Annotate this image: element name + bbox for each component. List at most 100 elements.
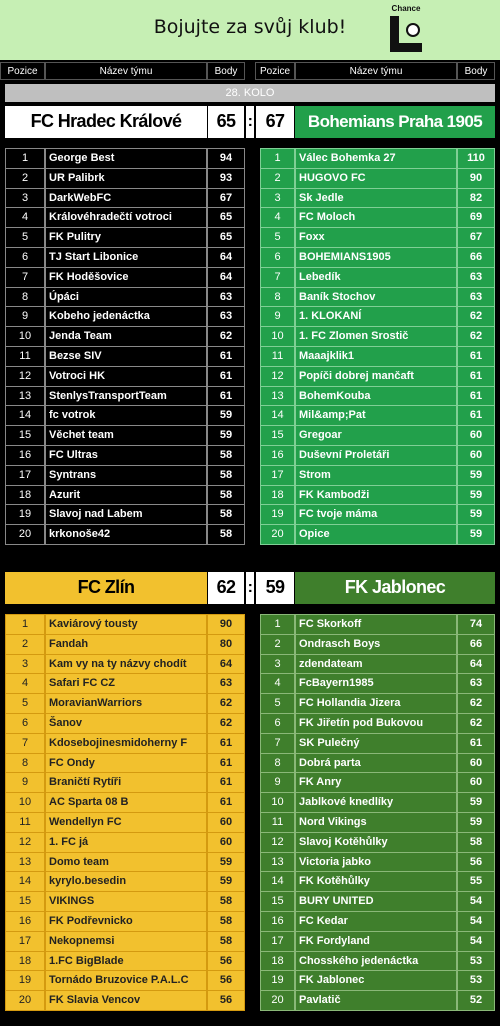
away-score: 67 [256, 106, 294, 138]
row-position: 9 [5, 306, 45, 328]
row-position: 1 [260, 148, 295, 169]
row-position: 5 [5, 227, 45, 248]
away-score: 59 [256, 572, 294, 604]
row-team-name: Tornádo Bruzovice P.A.L.C [45, 970, 207, 992]
row-points: 62 [457, 326, 495, 347]
row-position: 12 [5, 831, 45, 853]
logo-mark [390, 16, 422, 52]
row-points: 59 [457, 464, 495, 486]
row-points: 90 [207, 614, 245, 635]
row-position: 14 [5, 871, 45, 893]
row-points: 58 [207, 930, 245, 952]
row-team-name: Azurit [45, 484, 207, 506]
row-position: 12 [5, 365, 45, 387]
row-team-name: FK Slavia Vencov [45, 990, 207, 1011]
row-position: 19 [260, 504, 295, 526]
row-team-name: Sk Jedle [295, 187, 457, 209]
row-points: 59 [457, 504, 495, 526]
row-position: 3 [5, 187, 45, 209]
row-team-name: Jablkové knedlíky [295, 792, 457, 813]
row-points: 54 [457, 930, 495, 952]
row-points: 59 [457, 792, 495, 813]
row-points: 58 [207, 891, 245, 912]
row-points: 61 [207, 792, 245, 813]
row-team-name: 1. FC já [45, 831, 207, 853]
row-position: 11 [260, 346, 295, 367]
row-position: 16 [5, 911, 45, 932]
row-position: 6 [5, 247, 45, 268]
row-position: 6 [260, 247, 295, 268]
row-position: 18 [260, 950, 295, 972]
row-points: 62 [457, 693, 495, 714]
row-position: 1 [5, 148, 45, 169]
row-team-name: 1.FC BigBlade [45, 950, 207, 972]
row-position: 16 [260, 445, 295, 466]
row-team-name: Syntrans [45, 464, 207, 486]
row-position: 15 [5, 425, 45, 446]
row-position: 13 [260, 851, 295, 873]
row-position: 18 [260, 484, 295, 506]
row-team-name: FcBayern1985 [295, 673, 457, 695]
row-points: 61 [457, 405, 495, 427]
row-team-name: Popíči dobrej mančaft [295, 365, 457, 387]
row-points: 58 [207, 504, 245, 526]
row-points: 56 [207, 950, 245, 972]
row-points: 62 [457, 306, 495, 328]
row-position: 2 [5, 633, 45, 655]
row-team-name: FC Ondy [45, 752, 207, 774]
row-team-name: Královéhradečtí votroci [45, 207, 207, 229]
row-position: 15 [260, 891, 295, 912]
row-team-name: Opice [295, 524, 457, 545]
row-points: 59 [457, 812, 495, 833]
row-position: 17 [5, 930, 45, 952]
row-team-name: FK Podřevnicko [45, 911, 207, 932]
row-position: 3 [260, 653, 295, 675]
row-team-name: Victoria jabko [295, 851, 457, 873]
row-team-name: Jenda Team [45, 326, 207, 347]
row-position: 7 [5, 266, 45, 288]
row-points: 56 [207, 970, 245, 992]
row-position: 8 [260, 752, 295, 774]
score-separator: : [246, 572, 254, 604]
row-team-name: BohemKouba [295, 385, 457, 407]
row-points: 59 [207, 405, 245, 427]
row-team-name: Věchet team [45, 425, 207, 446]
row-points: 69 [457, 207, 495, 229]
row-points: 62 [457, 713, 495, 734]
row-position: 12 [260, 831, 295, 853]
row-team-name: 1. FC Zlomen Srostič [295, 326, 457, 347]
row-points: 67 [457, 227, 495, 248]
row-points: 62 [207, 693, 245, 714]
home-score: 65 [208, 106, 244, 138]
row-position: 12 [260, 365, 295, 387]
row-team-name: FK Jablonec [295, 970, 457, 992]
row-points: 66 [457, 247, 495, 268]
row-position: 13 [5, 851, 45, 873]
row-points: 63 [457, 286, 495, 308]
row-position: 14 [260, 405, 295, 427]
row-position: 5 [260, 693, 295, 714]
away-team-name: Bohemians Praha 1905 [295, 106, 495, 138]
row-position: 20 [5, 524, 45, 545]
row-team-name: Kdosebojinesmidoherny F [45, 732, 207, 754]
row-team-name: Pavlatič [295, 990, 457, 1011]
row-position: 20 [260, 524, 295, 545]
row-team-name: FK Fordyland [295, 930, 457, 952]
column-header: Pozice [0, 62, 45, 80]
score-separator: : [246, 106, 254, 138]
row-team-name: MoravianWarriors [45, 693, 207, 714]
row-points: 58 [207, 484, 245, 506]
row-team-name: Domo team [45, 851, 207, 873]
row-points: 61 [207, 752, 245, 774]
row-position: 17 [260, 464, 295, 486]
row-points: 63 [207, 673, 245, 695]
row-position: 8 [5, 752, 45, 774]
column-header: Název týmu [295, 62, 457, 80]
row-points: 58 [457, 831, 495, 853]
row-team-name: Duševní Proletáři [295, 445, 457, 466]
row-team-name: Strom [295, 464, 457, 486]
row-points: 65 [207, 227, 245, 248]
row-points: 53 [457, 950, 495, 972]
row-points: 60 [207, 831, 245, 853]
row-position: 14 [260, 871, 295, 893]
